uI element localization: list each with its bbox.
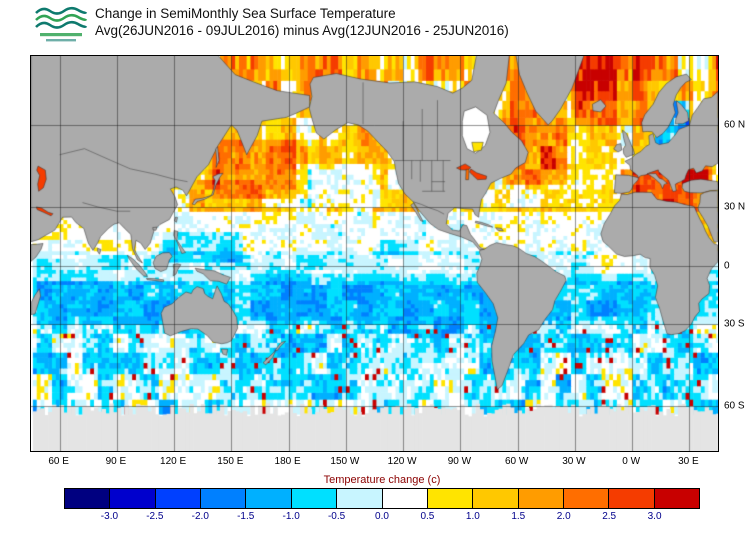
colorbar-tick-label: -0.5 <box>327 511 346 522</box>
logo-wave-icon <box>35 13 88 22</box>
x-tick-label: 150 E <box>217 456 244 467</box>
colorbar-tick-label: 0.5 <box>420 511 435 522</box>
colorbar-tick-label: 2.0 <box>556 511 571 522</box>
colorbar-tick-label: 3.0 <box>647 511 662 522</box>
colorbar-title: Temperature change (c) <box>323 474 441 486</box>
x-tick-label: 180 E <box>274 456 301 467</box>
agency-logo <box>35 6 88 42</box>
x-tick-label: 90 W <box>447 456 472 467</box>
title-block: Change in SemiMonthly Sea Surface Temper… <box>95 5 509 39</box>
colorbar-tick-label: 2.5 <box>602 511 617 522</box>
sst-anomaly-map <box>31 56 718 451</box>
x-tick-label: 60 E <box>48 456 69 467</box>
x-tick-label: 150 W <box>330 456 360 467</box>
latitude-axis: 60 N 30 N 0 30 S 60 S <box>722 56 755 453</box>
colorbar-segment <box>155 489 202 508</box>
colorbar-tick-label: -1.5 <box>237 511 255 522</box>
colorbar-scale <box>64 488 700 509</box>
colorbar-tick-label: 1.0 <box>465 511 480 522</box>
x-tick-label: 30 E <box>678 456 699 467</box>
colorbar-tick-label: -2.0 <box>191 511 209 522</box>
colorbar-segment <box>473 489 519 508</box>
colorbar-segment <box>201 489 247 508</box>
colorbar-segment <box>110 489 156 508</box>
colorbar-segment <box>609 489 655 508</box>
y-tick-label: 30 S <box>724 318 745 330</box>
colorbar-tick-label: 1.5 <box>511 511 526 522</box>
longitude-axis: 60 E 90 E 120 E 150 E 180 E 150 W 120 W 90 W 60 … <box>30 456 719 470</box>
header: Change in SemiMonthly Sea Surface Temper… <box>0 0 755 52</box>
colorbar: Temperature change (c) -3.0 -2.5 -2.0 -1.5-… <box>64 474 700 524</box>
colorbar-tick-label: -1.0 <box>282 511 300 522</box>
y-tick-label: 30 N <box>724 201 746 213</box>
colorbar-segment <box>518 489 564 508</box>
logo-wave-icon <box>35 6 88 15</box>
colorbar-segment <box>382 489 428 508</box>
x-tick-label: 0 W <box>622 456 641 467</box>
colorbar-segment <box>246 489 292 508</box>
logo-text-bar <box>46 39 76 42</box>
logo-wave-icon <box>35 20 88 29</box>
colorbar-tick-label: 0.0 <box>375 511 389 522</box>
colorbar-segment <box>427 489 474 508</box>
x-tick-label: 30 W <box>562 456 586 467</box>
x-tick-label: 120 W <box>387 456 417 467</box>
logo-text-bar <box>40 33 82 37</box>
y-tick-label: 0 <box>724 260 730 272</box>
map-frame <box>30 55 719 452</box>
y-tick-label: 60 N <box>724 119 746 131</box>
y-tick-label: 60 S <box>724 400 745 412</box>
x-tick-label: 120 E <box>160 456 187 467</box>
map-subtitle: Avg(26JUN2016 - 09JUL2016) minus Avg(12J… <box>95 23 509 38</box>
colorbar-segment <box>337 489 383 508</box>
colorbar-tick-label: -3.0 <box>100 511 119 522</box>
x-tick-label: 90 E <box>105 456 127 467</box>
colorbar-labels: -3.0 -2.5 -2.0 -1.5 -1.0 -0.5 0.0 0.5 1.0 1.5 2.0 2… <box>64 511 700 524</box>
colorbar-segment <box>654 489 700 508</box>
colorbar-segment <box>65 489 111 508</box>
x-tick-label: 60 W <box>504 456 529 467</box>
colorbar-segment <box>291 489 338 508</box>
map-title: Change in SemiMonthly Sea Surface Temper… <box>95 6 396 21</box>
colorbar-segment <box>563 489 610 508</box>
colorbar-tick-label: -2.5 <box>146 511 164 522</box>
